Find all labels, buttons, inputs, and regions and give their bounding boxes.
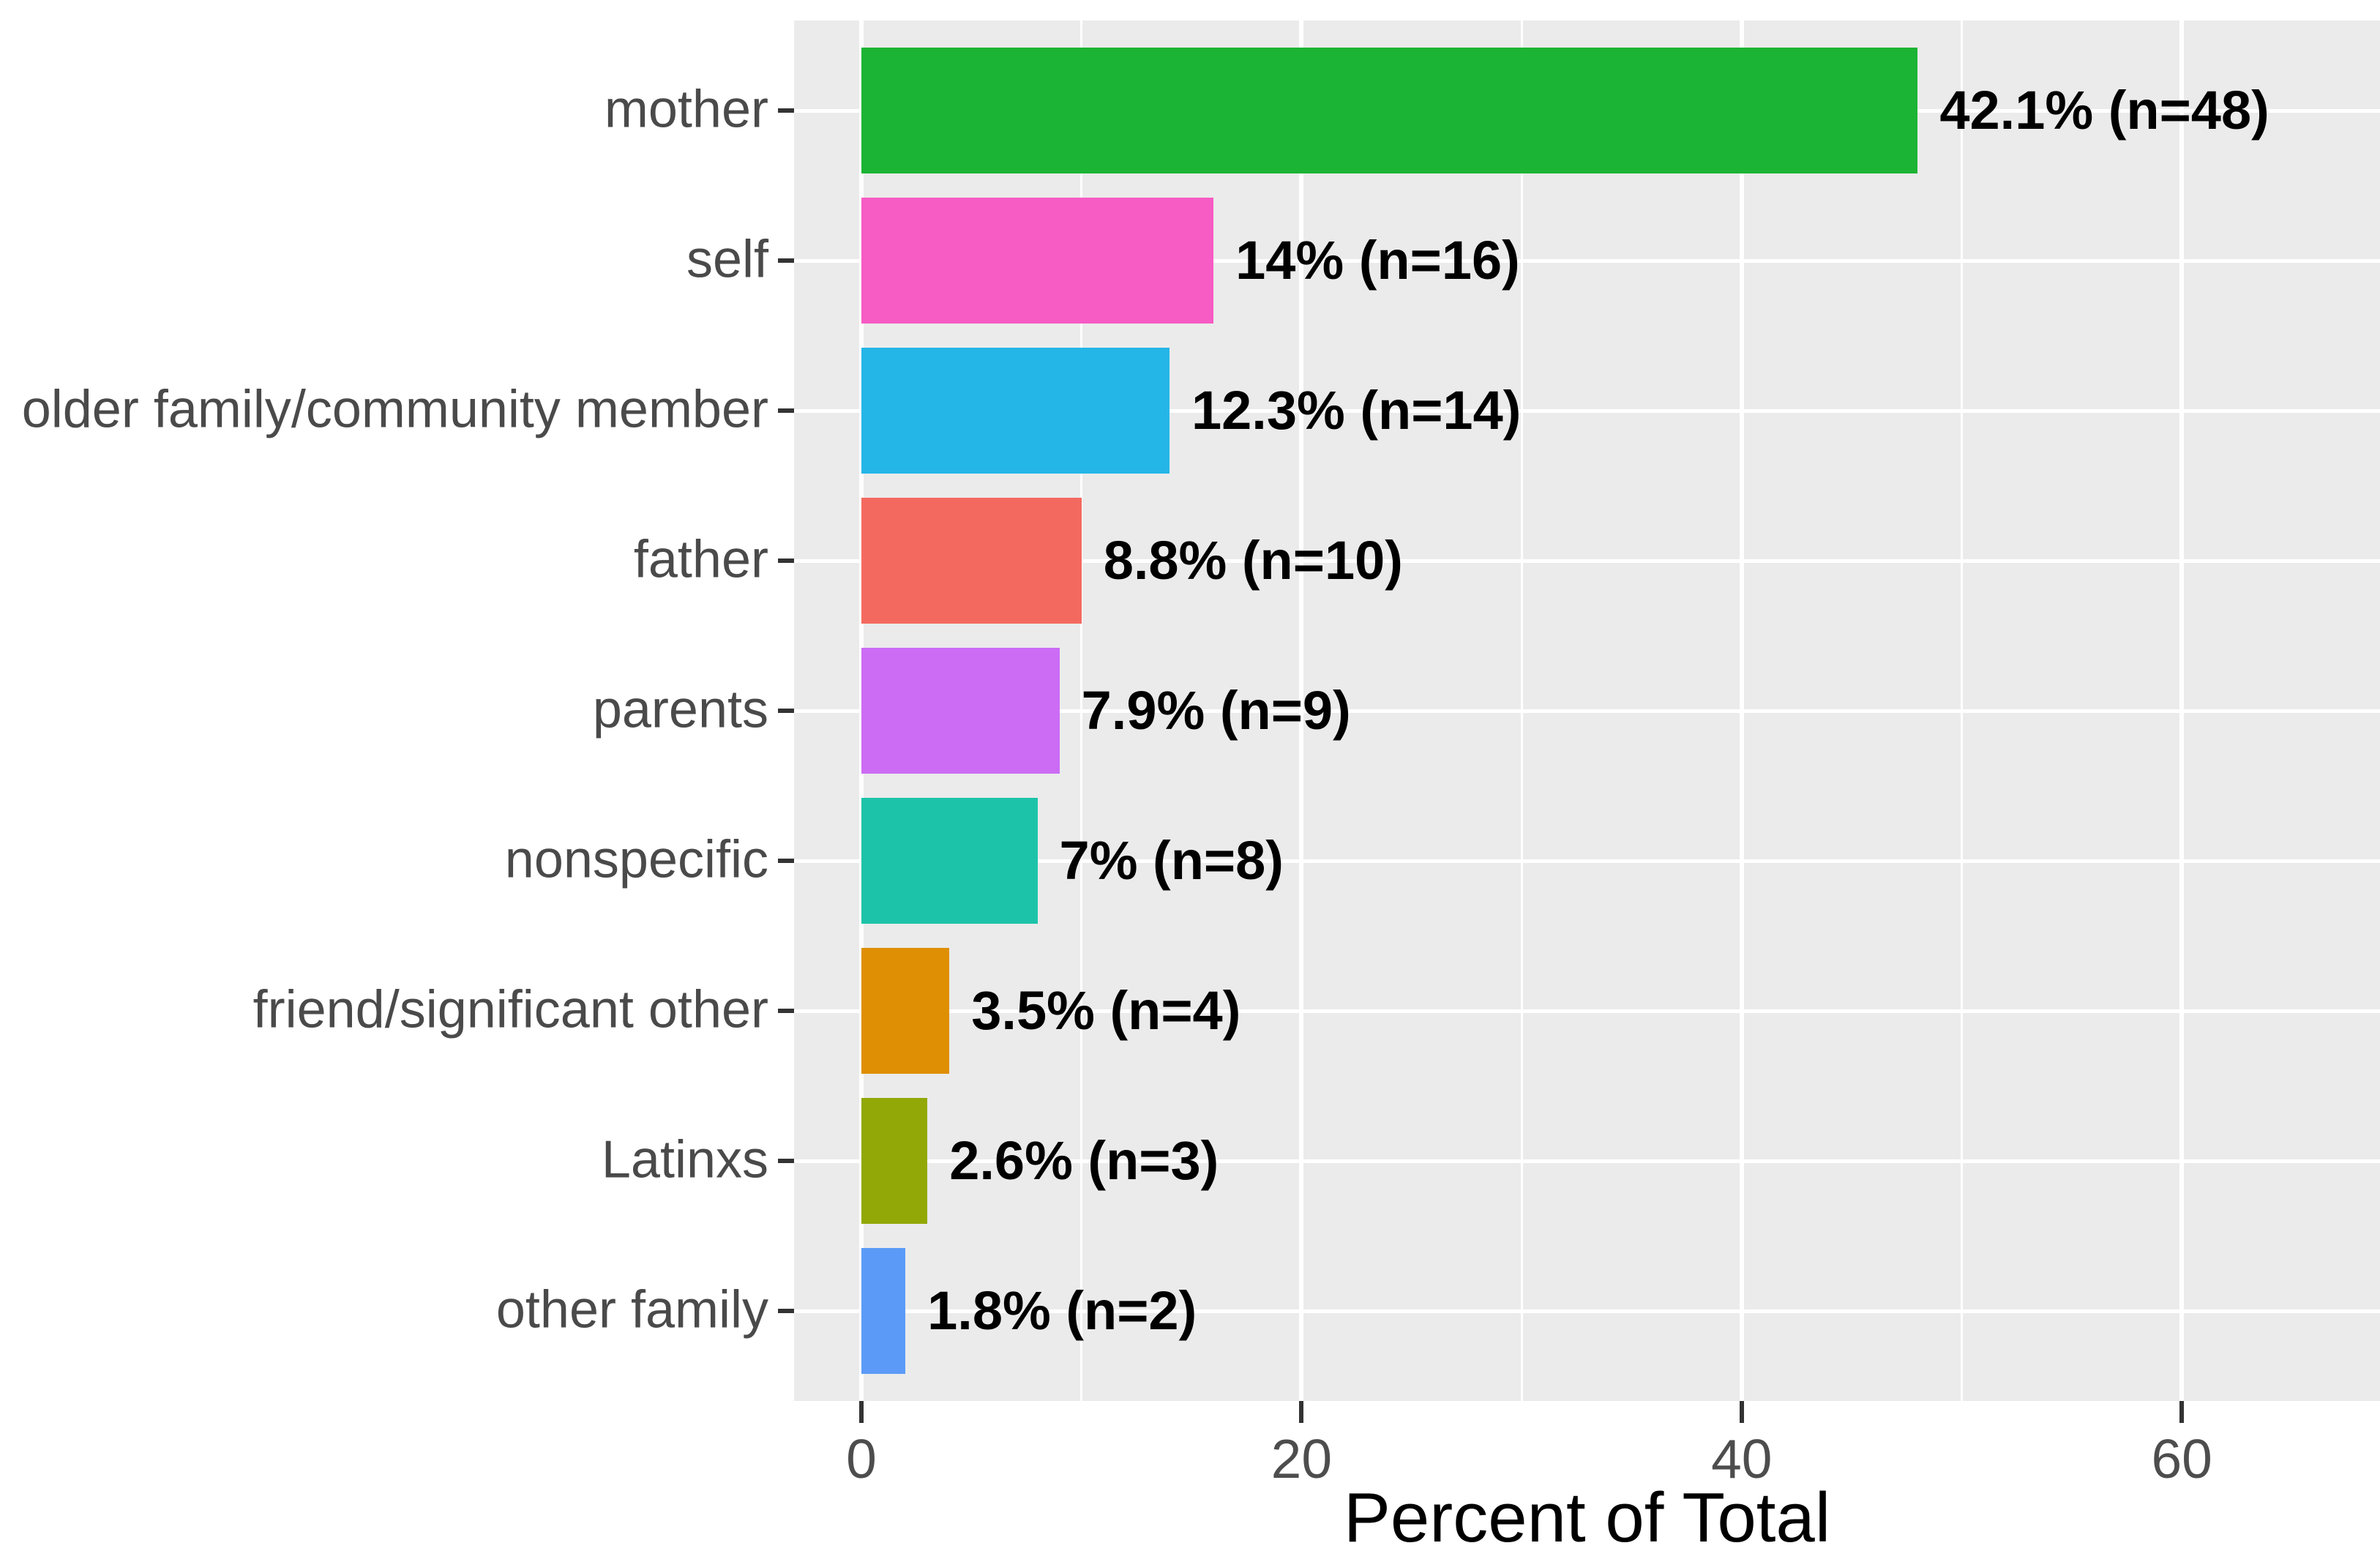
category-label: mother xyxy=(604,80,768,139)
bar-value-label: 1.8% (n=2) xyxy=(927,1280,1197,1341)
y-axis-tick-mark xyxy=(778,1009,794,1013)
bar-mother xyxy=(861,48,1918,173)
bar-other-family xyxy=(861,1248,906,1374)
x-axis-tick-mark xyxy=(1739,1401,1744,1423)
gridline-horizontal xyxy=(794,408,2380,413)
x-axis-tick-mark xyxy=(2179,1401,2185,1423)
x-axis-tick-mark xyxy=(1299,1401,1304,1423)
y-axis-tick-mark xyxy=(778,108,794,113)
x-axis-title: Percent of Total xyxy=(1343,1479,1831,1557)
x-axis-tick-label: 40 xyxy=(1711,1428,1773,1490)
bar-nonspecific xyxy=(861,798,1038,924)
bar-value-label: 14% (n=16) xyxy=(1235,230,1520,291)
bar-parents xyxy=(861,648,1060,774)
bar-older-family-community-member xyxy=(861,348,1170,474)
bar-father xyxy=(861,498,1082,624)
gridline-horizontal xyxy=(794,558,2380,563)
category-label: parents xyxy=(592,680,768,739)
gridline-vertical-minor xyxy=(1080,20,1083,1401)
gridline-horizontal xyxy=(794,1009,2380,1013)
y-axis-tick-mark xyxy=(778,709,794,713)
category-label: Latinxs xyxy=(601,1130,768,1189)
x-axis-tick-label: 0 xyxy=(846,1428,877,1490)
y-axis-tick-mark xyxy=(778,558,794,563)
category-label: older family/community member xyxy=(21,380,768,439)
gridline-vertical-major xyxy=(1299,20,1304,1401)
bar-friend-significant-other xyxy=(861,948,950,1074)
gridline-vertical-major xyxy=(1739,20,1744,1401)
gridline-vertical-minor xyxy=(1961,20,1963,1401)
y-axis-tick-mark xyxy=(778,859,794,863)
x-axis-tick-label: 20 xyxy=(1271,1428,1333,1490)
bar-value-label: 8.8% (n=10) xyxy=(1103,530,1403,591)
y-axis-tick-mark xyxy=(778,1309,794,1313)
category-label: nonspecific xyxy=(504,830,768,889)
y-axis-tick-mark xyxy=(778,1159,794,1163)
bar-value-label: 12.3% (n=14) xyxy=(1191,380,1522,441)
bar-latinxs xyxy=(861,1098,928,1224)
gridline-horizontal xyxy=(794,859,2380,863)
bar-value-label: 2.6% (n=3) xyxy=(949,1130,1219,1191)
category-label: father xyxy=(633,530,768,589)
bar-value-label: 3.5% (n=4) xyxy=(971,980,1241,1041)
gridline-vertical-minor xyxy=(1520,20,1523,1401)
plot-panel xyxy=(794,20,2380,1401)
bar-self xyxy=(861,198,1214,324)
gridline-horizontal xyxy=(794,258,2380,263)
bar-value-label: 7% (n=8) xyxy=(1059,830,1284,891)
x-axis-tick-label: 60 xyxy=(2151,1428,2212,1490)
y-axis-tick-mark xyxy=(778,258,794,263)
bar-value-label: 42.1% (n=48) xyxy=(1939,80,2269,141)
gridline-horizontal xyxy=(794,1309,2380,1313)
bar-value-label: 7.9% (n=9) xyxy=(1081,680,1351,741)
y-axis-tick-mark xyxy=(778,408,794,413)
gridline-horizontal xyxy=(794,709,2380,713)
category-label: friend/significant other xyxy=(252,980,768,1039)
category-label: other family xyxy=(495,1280,768,1339)
gridline-horizontal xyxy=(794,1159,2380,1163)
category-label: self xyxy=(686,230,768,289)
x-axis-tick-mark xyxy=(859,1401,864,1423)
gridline-vertical-major xyxy=(2179,20,2185,1401)
